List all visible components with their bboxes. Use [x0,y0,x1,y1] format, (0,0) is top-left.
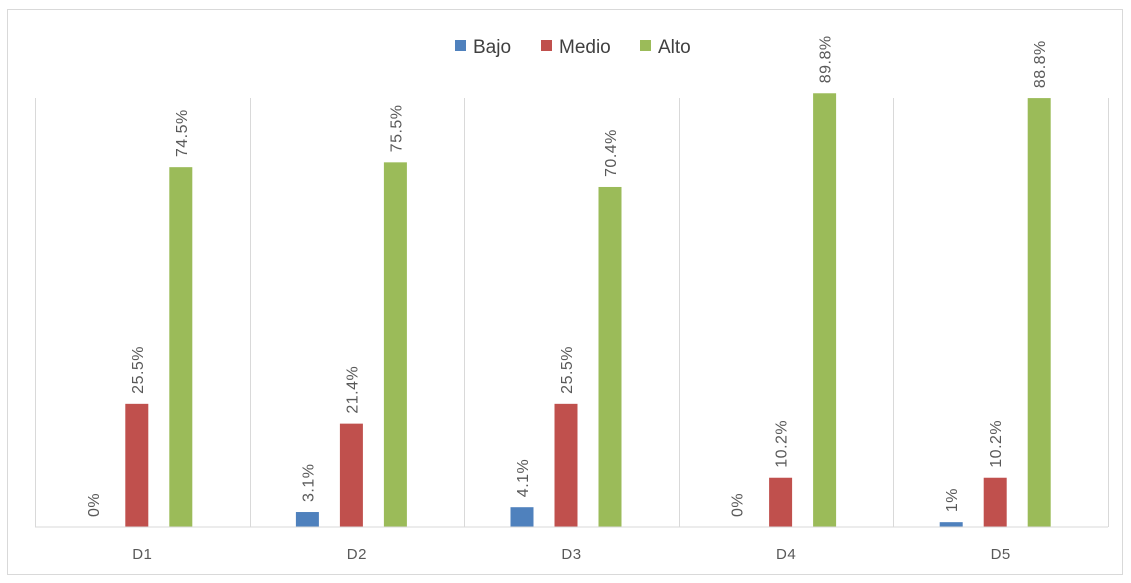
data-label-bajo-d5: 1% [944,488,961,512]
bar-alto-d4 [813,93,837,528]
data-label-alto-d3: 70.4% [603,129,620,177]
bar-medio-d5 [983,477,1007,527]
data-labels-group: 0% 25.5% 74.5% 3.1% 21.4% 75.5% 4.1% 25.5% 70.4%… [86,35,1049,517]
bar-bajo-d2 [295,512,319,527]
bar-alto-d5 [1027,98,1051,527]
data-label-medio-d5: 10.2% [988,420,1005,468]
bar-medio-d2 [339,423,363,527]
bar-alto-d1 [169,167,193,528]
data-label-bajo-d1: 0% [86,493,103,517]
category-label-d5: D5 [991,546,1011,563]
data-label-medio-d4: 10.2% [774,420,791,468]
data-label-alto-d2: 75.5% [388,104,405,152]
category-labels-group: D1 D2 D3 D4 D5 [132,546,1011,563]
data-label-bajo-d2: 3.1% [300,464,317,502]
data-label-alto-d5: 88.8% [1032,40,1049,88]
legend-swatch-alto [640,40,651,51]
category-dividers [35,98,1109,527]
bar-bajo-d3 [510,507,534,527]
legend-swatch-bajo [455,40,466,51]
data-label-medio-d3: 25.5% [559,346,576,394]
legend-swatch-medio [541,40,552,51]
bar-medio-d1 [125,403,149,527]
legend: Bajo Medio Alto [455,37,691,58]
data-label-alto-d4: 89.8% [818,35,835,83]
bars-group [125,93,1051,528]
bar-alto-d2 [383,162,407,527]
data-label-alto-d1: 74.5% [174,109,191,157]
category-label-d3: D3 [561,546,581,563]
bar-alto-d3 [598,186,622,527]
legend-label-alto: Alto [658,37,691,58]
bar-medio-d3 [554,403,578,527]
data-label-medio-d1: 25.5% [130,346,147,394]
data-label-medio-d2: 21.4% [344,366,361,414]
data-label-bajo-d4: 0% [730,493,747,517]
category-label-d1: D1 [132,546,152,563]
bar-medio-d4 [769,477,793,527]
category-label-d4: D4 [776,546,796,563]
legend-label-medio: Medio [559,37,611,58]
bar-bajo-d5 [939,522,963,527]
legend-label-bajo: Bajo [473,37,511,58]
category-label-d2: D2 [347,546,367,563]
data-label-bajo-d3: 4.1% [515,459,532,497]
